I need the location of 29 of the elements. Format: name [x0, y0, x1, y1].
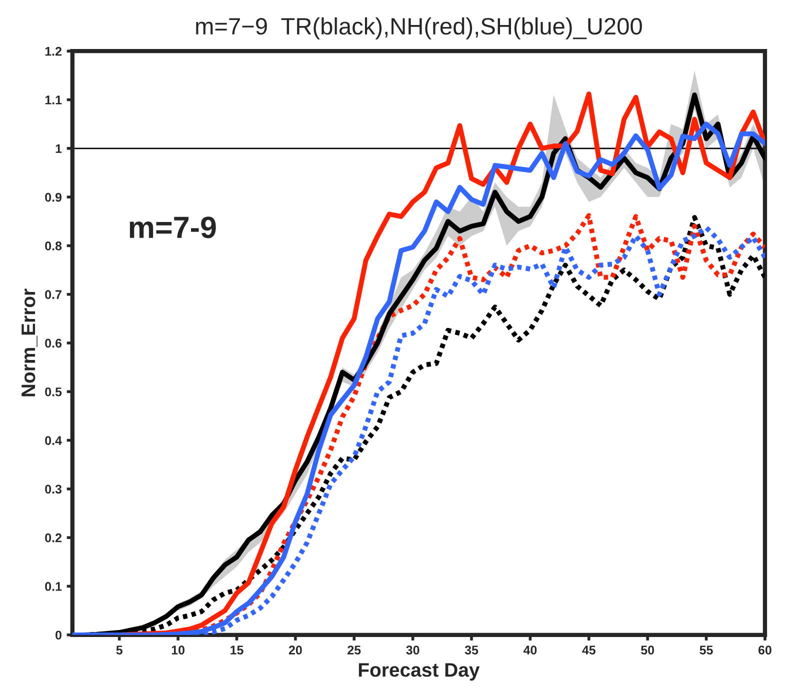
- y-tick-label: 0.6: [45, 338, 62, 348]
- x-tick-label: 60: [758, 646, 772, 654]
- y-tick-label: 0.4: [45, 436, 62, 445]
- chart-title: m=7−9 TR(black),NH(red),SH(blue)_U200: [196, 17, 642, 40]
- x-tick-label: 50: [641, 646, 654, 654]
- y-tick-label: 1: [56, 144, 62, 153]
- y-tick-label: 0.1: [45, 582, 62, 591]
- x-axis-title: Forecast Day: [358, 663, 480, 681]
- y-tick-label: 0.2: [45, 533, 62, 542]
- y-tick-label: 0.5: [45, 387, 62, 396]
- x-tick-label: 55: [700, 646, 713, 654]
- y-tick-label: 0.7: [45, 290, 62, 299]
- y-tick-label: 0.8: [45, 242, 62, 250]
- y-tick-label: 0: [56, 630, 62, 640]
- y-tick-label: 0.9: [45, 192, 62, 202]
- x-tick-label: 10: [172, 646, 184, 654]
- x-tick-label: 40: [523, 646, 537, 654]
- x-tick-label: 30: [406, 646, 420, 655]
- x-tick-label: 20: [288, 646, 302, 654]
- x-tick-label: 25: [348, 646, 361, 654]
- x-tick-label: 5: [116, 646, 122, 654]
- x-tick-label: 45: [582, 646, 596, 654]
- x-tick-label: 35: [464, 646, 478, 655]
- y-tick-label: 1.2: [45, 46, 62, 56]
- y-tick-label: 1.1: [45, 96, 62, 104]
- annotation: m=7-9: [130, 216, 216, 238]
- x-tick-label: 15: [230, 646, 244, 654]
- y-tick-label: 0.3: [45, 484, 62, 494]
- y-axis-title: Norm_Error: [22, 288, 38, 396]
